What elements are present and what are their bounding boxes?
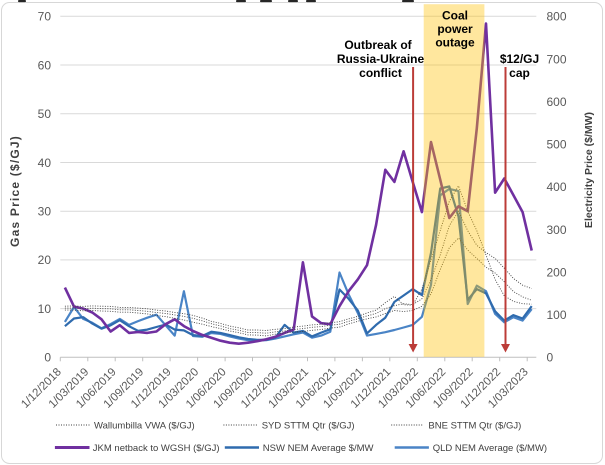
svg-text:SYD STTM Qtr ($/GJ): SYD STTM Qtr ($/GJ): [262, 420, 355, 431]
svg-text:Russia-Ukraine: Russia-Ukraine: [337, 52, 425, 66]
svg-text:200: 200: [547, 265, 567, 279]
svg-text:600: 600: [547, 95, 567, 109]
svg-text:50: 50: [38, 107, 52, 121]
svg-text:NSW NEM Average $/MW: NSW NEM Average $/MW: [263, 443, 374, 454]
svg-text:0: 0: [44, 351, 51, 365]
svg-text:400: 400: [547, 180, 567, 194]
svg-text:30: 30: [38, 205, 52, 219]
svg-text:BNE STTM Qtr ($/GJ): BNE STTM Qtr ($/GJ): [428, 420, 521, 431]
svg-text:outage: outage: [435, 36, 475, 50]
svg-text:Outbreak of: Outbreak of: [344, 38, 412, 52]
svg-text:conflict: conflict: [359, 66, 402, 80]
svg-text:100: 100: [547, 308, 567, 322]
svg-text:Coal: Coal: [442, 9, 468, 23]
svg-text:70: 70: [38, 10, 52, 24]
svg-text:60: 60: [38, 58, 52, 72]
svg-text:10: 10: [38, 302, 52, 316]
svg-text:500: 500: [547, 138, 567, 152]
svg-text:QLD NEM Average ($/MW): QLD NEM Average ($/MW): [433, 443, 547, 454]
svg-text:power: power: [437, 22, 473, 36]
svg-text:cap: cap: [509, 66, 530, 80]
svg-text:0: 0: [547, 351, 554, 365]
svg-text:JKM netback to WGSH ($/GJ): JKM netback to WGSH ($/GJ): [93, 443, 220, 454]
svg-text:Gas Price ($/GJ): Gas Price ($/GJ): [8, 135, 22, 247]
svg-text:20: 20: [38, 253, 52, 267]
svg-text:40: 40: [38, 156, 52, 170]
svg-text:Wallumbilla VWA ($/GJ): Wallumbilla VWA ($/GJ): [94, 420, 195, 431]
svg-text:300: 300: [547, 223, 567, 237]
svg-text:800: 800: [547, 10, 567, 24]
svg-text:700: 700: [547, 52, 567, 66]
svg-text:Electricity Price ($/MW): Electricity Price ($/MW): [583, 112, 595, 228]
svg-text:$12/GJ: $12/GJ: [500, 52, 539, 66]
